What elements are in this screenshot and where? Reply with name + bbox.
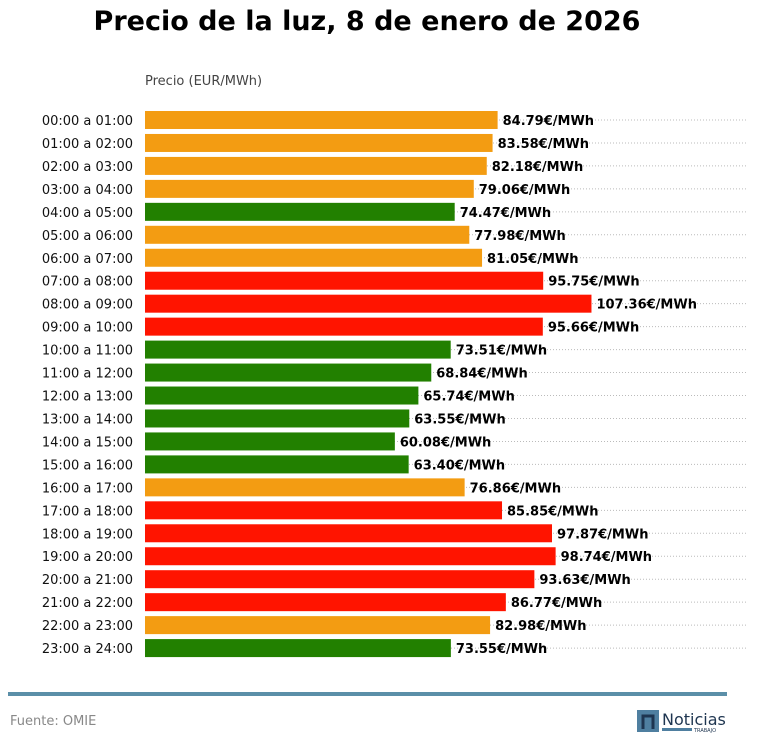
- category-label: 22:00 a 23:00: [42, 619, 133, 634]
- bar: [145, 225, 470, 244]
- category-label: 18:00 a 19:00: [42, 527, 133, 542]
- category-label: 11:00 a 12:00: [42, 367, 133, 382]
- source-text: Fuente: OMIE: [10, 714, 97, 729]
- data-label: 82.98€/MWh: [495, 619, 586, 634]
- data-label: 63.40€/MWh: [414, 458, 505, 473]
- bar: [145, 179, 474, 198]
- bar: [145, 111, 498, 129]
- category-label: 21:00 a 22:00: [42, 596, 133, 611]
- bar: [145, 501, 503, 520]
- bar: [145, 340, 451, 359]
- bar-chart: 00:00 a 01:00 84.79€/MWh 01:00 a 02:00 83.5…: [42, 111, 748, 658]
- bar: [145, 547, 556, 566]
- data-label: 79.06€/MWh: [479, 183, 570, 198]
- data-label: 76.86€/MWh: [470, 481, 561, 496]
- category-label: 14:00 a 15:00: [42, 435, 133, 450]
- category-label: 09:00 a 10:00: [42, 321, 133, 336]
- category-label: 15:00 a 16:00: [42, 458, 133, 473]
- bar: [145, 202, 455, 221]
- category-label: 03:00 a 04:00: [42, 183, 133, 198]
- data-label: 95.75€/MWh: [548, 275, 639, 290]
- bar: [145, 455, 409, 474]
- bar: [145, 409, 410, 428]
- category-label: 20:00 a 21:00: [42, 573, 133, 588]
- data-label: 97.87€/MWh: [557, 527, 648, 542]
- data-label: 60.08€/MWh: [400, 435, 491, 450]
- category-label: 12:00 a 13:00: [42, 390, 133, 405]
- bar: [145, 294, 592, 313]
- bar: [145, 317, 543, 336]
- data-label: 73.51€/MWh: [456, 344, 547, 359]
- data-label: 65.74€/MWh: [423, 390, 514, 405]
- data-label: 85.85€/MWh: [507, 504, 598, 519]
- data-label: 83.58€/MWh: [498, 137, 589, 152]
- data-label: 74.47€/MWh: [460, 206, 551, 221]
- footer-divider: [8, 692, 727, 696]
- category-label: 19:00 a 20:00: [42, 550, 133, 565]
- bar: [145, 570, 535, 589]
- data-label: 73.55€/MWh: [456, 642, 547, 657]
- bar: [145, 639, 451, 658]
- category-label: 23:00 a 24:00: [42, 642, 133, 657]
- bar: [145, 156, 487, 175]
- bar: [145, 386, 419, 405]
- bar: [145, 133, 493, 152]
- bar: [145, 271, 544, 290]
- data-label: 86.77€/MWh: [511, 596, 602, 611]
- bar: [145, 593, 506, 612]
- bar: [145, 248, 483, 267]
- category-label: 01:00 a 02:00: [42, 137, 133, 152]
- data-label: 98.74€/MWh: [561, 550, 652, 565]
- category-label: 04:00 a 05:00: [42, 206, 133, 221]
- chart-title: Precio de la luz, 8 de enero de 2026: [93, 6, 641, 37]
- data-label: 93.63€/MWh: [539, 573, 630, 588]
- data-label: 95.66€/MWh: [548, 321, 639, 336]
- data-label: 82.18€/MWh: [492, 160, 583, 175]
- data-label: 77.98€/MWh: [474, 229, 565, 244]
- noticias-trabajo-logo: Noticias TRABAJO: [637, 710, 726, 734]
- svg-text:Noticias: Noticias: [662, 710, 726, 729]
- data-label: 81.05€/MWh: [487, 252, 578, 267]
- data-label: 84.79€/MWh: [503, 114, 594, 129]
- category-label: 07:00 a 08:00: [42, 275, 133, 290]
- category-label: 00:00 a 01:00: [42, 114, 133, 129]
- svg-text:TRABAJO: TRABAJO: [693, 728, 716, 734]
- category-label: 16:00 a 17:00: [42, 481, 133, 496]
- category-label: 10:00 a 11:00: [42, 344, 133, 359]
- axis-label: Precio (EUR/MWh): [145, 74, 263, 89]
- category-label: 06:00 a 07:00: [42, 252, 133, 267]
- bar: [145, 432, 395, 451]
- data-label: 107.36€/MWh: [596, 298, 697, 313]
- category-label: 08:00 a 09:00: [42, 298, 133, 313]
- data-label: 63.55€/MWh: [414, 412, 505, 427]
- category-label: 05:00 a 06:00: [42, 229, 133, 244]
- data-label: 68.84€/MWh: [436, 367, 527, 382]
- bar: [145, 363, 432, 382]
- category-label: 13:00 a 14:00: [42, 412, 133, 427]
- bar: [145, 616, 491, 635]
- category-label: 02:00 a 03:00: [42, 160, 133, 175]
- bar: [145, 524, 553, 543]
- category-label: 17:00 a 18:00: [42, 504, 133, 519]
- bar: [145, 478, 465, 497]
